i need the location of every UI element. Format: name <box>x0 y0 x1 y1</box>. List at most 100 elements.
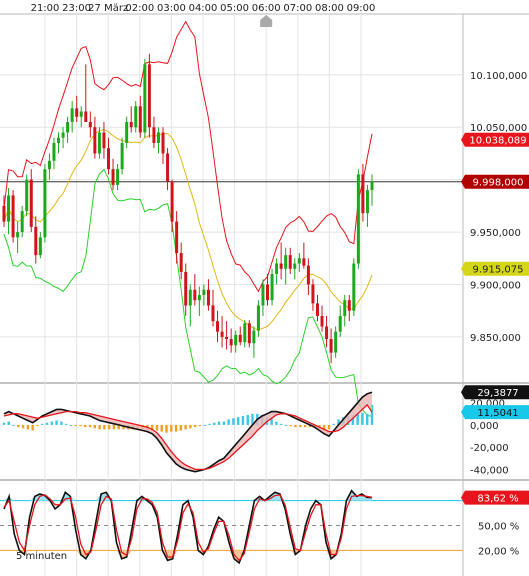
timeframe-label-text: 5 minuten <box>16 551 67 562</box>
x-tick-label: 05:00 <box>220 3 249 14</box>
macd-y-tick-label: 0,000 <box>470 421 499 432</box>
candle-body <box>206 289 210 306</box>
candle-body <box>297 258 301 264</box>
x-tick-label: 09:00 <box>347 3 376 14</box>
macd-histogram-bar <box>294 424 297 428</box>
candle-body <box>75 108 79 117</box>
macd-histogram-bar <box>356 413 359 425</box>
candle-body <box>306 265 310 285</box>
macd-line <box>3 391 373 473</box>
candle-body <box>234 334 238 346</box>
macd-histogram-bar <box>79 424 82 427</box>
macd-histogram-bar <box>60 421 63 425</box>
macd-histogram-bar <box>170 424 173 432</box>
macd-histogram-bar <box>165 424 168 433</box>
candle-body <box>338 315 342 332</box>
price-badge-bg <box>461 261 529 276</box>
price-badge-text: 9.915,075 <box>473 265 524 276</box>
candle-body <box>220 331 224 337</box>
candle-body <box>84 111 88 122</box>
macd-histogram-bar <box>337 419 340 425</box>
candle-body <box>179 253 183 272</box>
candle-body <box>288 255 292 269</box>
stoch-badge-text: 83,62 % <box>477 494 518 505</box>
macd-histogram-bar <box>155 424 159 431</box>
candle-body <box>256 305 260 331</box>
candle-body <box>120 142 124 170</box>
stoch-overbought-fill <box>4 490 372 501</box>
stoch-y-tick-label: 20,00 % <box>478 546 519 557</box>
candle-body <box>38 237 42 256</box>
macd-histogram-bar <box>21 424 25 429</box>
macd-histogram-bar <box>117 424 120 430</box>
candle-body <box>161 132 165 154</box>
candle-body <box>7 195 11 222</box>
macd-histogram-bar <box>289 424 292 427</box>
lower-band-line <box>3 168 373 417</box>
macd-histogram-bar <box>270 418 273 425</box>
candle-body <box>352 263 356 311</box>
macd-histogram-bar <box>203 424 206 426</box>
candle-body <box>47 160 51 170</box>
candle-body <box>129 121 133 128</box>
candle-body <box>79 111 83 117</box>
macd-histogram-bar <box>12 424 15 426</box>
candle-body <box>261 284 265 306</box>
x-tick-label: 07:00 <box>283 3 312 14</box>
x-tick-label: 21:00 <box>31 3 60 14</box>
macd-histogram-bar <box>50 421 53 425</box>
macd-histogram-bar <box>112 424 116 430</box>
x-tick-label: 04:00 <box>189 3 218 14</box>
candle-body <box>66 121 70 133</box>
price-badge-text: 9.998,000 <box>473 178 524 189</box>
macd-y-tick-label: -40,000 <box>470 465 509 476</box>
stochastic-panel <box>0 489 463 565</box>
macd-histogram-bar <box>246 414 249 425</box>
candle-body <box>343 300 347 316</box>
candle-body <box>106 148 110 170</box>
x-tick-label: 23:00 <box>62 3 91 14</box>
candle-body <box>152 127 156 143</box>
price-panel <box>0 20 463 417</box>
stoch-y-tick-label: 50,00 % <box>478 522 519 533</box>
upper-band-line <box>3 20 373 293</box>
macd-histogram-bar <box>251 413 254 425</box>
candle-body <box>279 263 283 269</box>
price-badge-text: 10.038,089 <box>469 136 526 147</box>
current-time-marker-icon <box>260 15 273 27</box>
candle-body <box>61 132 65 138</box>
macd-histogram-bar <box>189 424 192 429</box>
timeframe-label: 5 minuten <box>16 551 67 562</box>
stoch-badge-bg <box>461 490 529 505</box>
candle-body <box>334 331 338 353</box>
macd-histogram-bar <box>64 423 68 425</box>
macd-histogram-bar <box>299 424 302 428</box>
macd-histogram-bar <box>232 418 235 425</box>
macd-histogram-bar <box>222 421 226 425</box>
candle-body <box>88 121 92 128</box>
macd-histogram-bar <box>150 424 154 430</box>
macd-histogram-bar <box>74 424 77 427</box>
macd-histogram-bar <box>213 422 216 425</box>
candle-body <box>229 339 233 346</box>
macd-histogram-bar <box>93 424 97 429</box>
macd-histogram-bar <box>208 423 211 425</box>
macd-histogram-bar <box>327 424 331 430</box>
macd-y-tick-label: -20,000 <box>470 443 509 454</box>
candle-body <box>347 300 351 311</box>
middle-band-line <box>3 129 373 331</box>
candle-body <box>116 169 120 185</box>
macd-histogram-bar <box>7 421 10 425</box>
price-y-tick-label: 10.050,000 <box>470 123 527 134</box>
candle-body <box>11 195 15 238</box>
macd-badge-text: 11,5041 <box>477 408 518 419</box>
candle-body <box>102 132 106 149</box>
price-y-tick-label: 9.850,000 <box>470 333 521 344</box>
candle-body <box>325 326 329 340</box>
candle-body <box>252 330 256 344</box>
macd-histogram-bar <box>45 422 49 425</box>
macd-badge-text: 29,3877 <box>477 388 518 399</box>
candle-body <box>284 255 288 269</box>
macd-histogram-bar <box>179 424 183 431</box>
